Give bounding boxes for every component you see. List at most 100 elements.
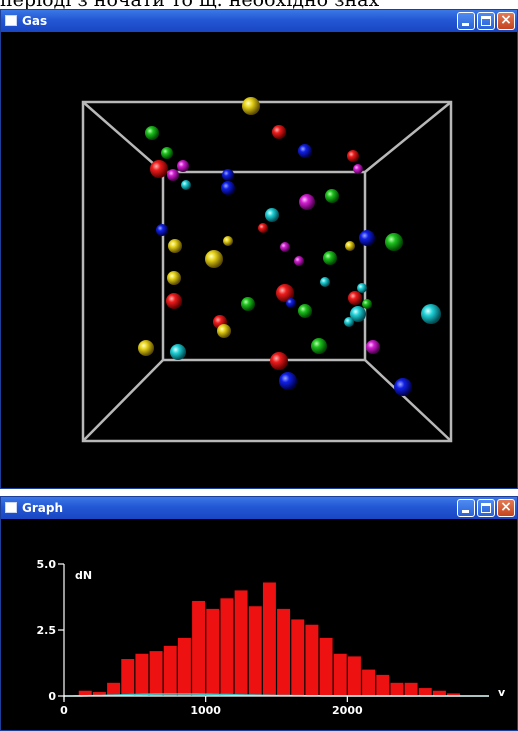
yellow-molecule [242, 97, 260, 115]
histogram-bars [78, 582, 461, 696]
cyan-molecule [170, 344, 186, 360]
minimize-icon [462, 510, 469, 513]
blue-molecule [286, 298, 296, 308]
histogram-bar [418, 688, 432, 696]
cyan-molecule [357, 283, 367, 293]
x-axis-label: v [498, 686, 506, 699]
green-molecule [145, 126, 159, 140]
histogram-bar [149, 651, 163, 696]
gas-window: Gas × [0, 9, 518, 489]
histogram-bar [206, 608, 220, 696]
red-molecule [276, 284, 294, 302]
y-axis-label: dN [75, 569, 92, 582]
magenta-molecule [366, 340, 380, 354]
velocity-distribution-chart: dN v 0 2.5 5.0 0 1000 2000 [37, 558, 507, 717]
cyan-molecule [344, 317, 354, 327]
red-molecule [272, 125, 286, 139]
page-caption-text: періоді з ночати то щ. необхідно знах [0, 0, 518, 9]
histogram-bar [319, 637, 333, 696]
cyan-molecule [421, 304, 441, 324]
histogram-bar [121, 659, 135, 696]
container-box [81, 100, 453, 443]
chart-axes [63, 564, 489, 700]
magenta-molecule [353, 164, 363, 174]
histogram-bar [277, 608, 291, 696]
histogram-bar [220, 598, 234, 696]
histogram-bar [390, 682, 404, 696]
histogram-bar [347, 656, 361, 696]
yellow-molecule [205, 250, 223, 268]
graph-window-titlebar[interactable]: Graph × [1, 497, 517, 519]
histogram-bar [92, 692, 106, 696]
minimize-button[interactable] [457, 499, 475, 517]
histogram-bar [404, 682, 418, 696]
close-icon: × [500, 499, 512, 515]
red-molecule [348, 291, 362, 305]
red-molecule [166, 293, 182, 309]
axis-ticks: 0 2.5 5.0 0 1000 2000 [37, 558, 363, 717]
blue-molecule [156, 224, 168, 236]
minimize-icon [462, 23, 469, 26]
gas-window-titlebar[interactable]: Gas × [1, 10, 517, 32]
magenta-molecule [299, 194, 315, 210]
gas-3d-scene[interactable] [1, 32, 517, 488]
histogram-bar [135, 653, 149, 696]
graph-window: Graph × dN v 0 2.5 5.0 0 1000 2000 [0, 496, 518, 731]
magenta-molecule [177, 160, 189, 172]
histogram-bar [163, 645, 177, 696]
yellow-molecule [138, 340, 154, 356]
histogram-bar [305, 624, 319, 696]
maximize-button[interactable] [477, 499, 495, 517]
blue-molecule [359, 230, 375, 246]
window-app-icon [5, 15, 17, 26]
green-molecule [311, 338, 327, 354]
molecules [138, 97, 441, 396]
blue-molecule [279, 372, 297, 390]
histogram-bar [248, 606, 262, 696]
blue-molecule [298, 144, 312, 158]
histogram-bar [107, 682, 121, 696]
yellow-molecule [345, 241, 355, 251]
x-tick-label: 2000 [332, 704, 363, 717]
cyan-molecule [181, 180, 191, 190]
close-button[interactable]: × [497, 12, 515, 30]
yellow-molecule [167, 271, 181, 285]
maximize-icon [481, 16, 491, 26]
close-button[interactable]: × [497, 499, 515, 517]
histogram-bar [291, 619, 305, 696]
green-molecule [385, 233, 403, 251]
histogram-bar [262, 582, 276, 696]
histogram-bar [177, 637, 191, 696]
green-molecule [323, 251, 337, 265]
histogram-bar [78, 690, 92, 696]
green-molecule [241, 297, 255, 311]
cyan-molecule [265, 208, 279, 222]
magenta-molecule [167, 169, 179, 181]
green-molecule [362, 299, 372, 309]
cyan-molecule [350, 306, 366, 322]
green-molecule [161, 147, 173, 159]
red-molecule [270, 352, 288, 370]
window-app-icon [5, 502, 17, 513]
y-tick-label: 5.0 [37, 558, 57, 571]
minimize-button[interactable] [457, 12, 475, 30]
y-tick-label: 0 [48, 690, 56, 703]
x-tick-label: 0 [60, 704, 68, 717]
red-molecule [150, 160, 168, 178]
close-icon: × [500, 12, 512, 28]
graph-window-title: Graph [22, 501, 63, 515]
maximize-button[interactable] [477, 12, 495, 30]
histogram-bar [192, 600, 206, 696]
gas-window-title: Gas [22, 14, 48, 28]
green-molecule [298, 304, 312, 318]
histogram-bar [333, 653, 347, 696]
x-tick-label: 1000 [190, 704, 221, 717]
yellow-molecule [168, 239, 182, 253]
magenta-molecule [280, 242, 290, 252]
yellow-molecule [217, 324, 231, 338]
histogram-bar [362, 669, 376, 696]
red-molecule [258, 223, 268, 233]
histogram-bar [432, 690, 446, 696]
blue-molecule [221, 181, 235, 195]
yellow-molecule [223, 236, 233, 246]
